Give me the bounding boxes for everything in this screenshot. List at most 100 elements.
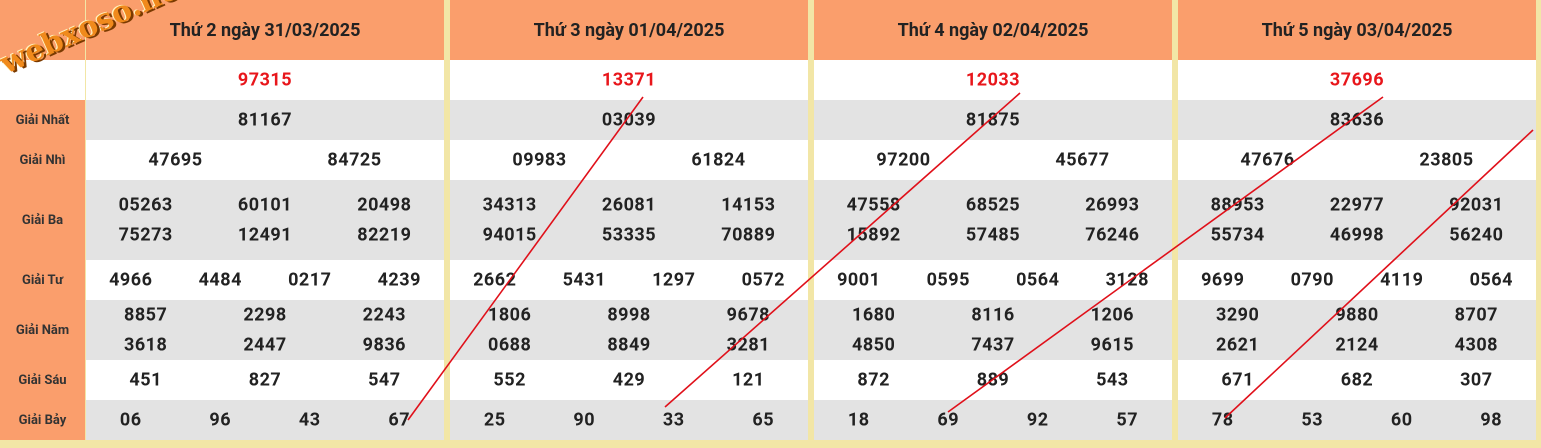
prize-label: Giải Sáu [0,360,85,400]
prize-number: 92031 [1449,194,1504,216]
prize-number: 2662 [473,269,517,291]
prize-label: Giải Bảy [0,400,85,440]
prize-number: 47676 [1240,149,1295,171]
prize-number: 552 [493,369,526,391]
prize-number: 3128 [1105,269,1149,291]
prize-label: Giải Nhì [0,140,85,180]
prize-cell [814,140,1172,180]
prize-number: 03039 [601,109,657,131]
prize-number: 90 [573,409,596,431]
prize-number: 81875 [965,109,1021,131]
prize-number: 429 [612,369,646,391]
prize-label: Giải Ba [0,180,85,260]
prize-number: 2124 [1335,334,1379,356]
special-number: 37696 [1329,69,1385,91]
prize-number: 1680 [852,304,896,326]
corner-cell [0,0,85,60]
prize-label: Giải Nhất [0,100,85,140]
prize-number: 8849 [607,334,651,356]
prize-number: 0688 [488,334,532,356]
special-number: 13371 [601,69,657,91]
prize-number: 46998 [1329,224,1385,246]
prize-number: 8998 [607,304,651,326]
prize-number: 4239 [377,269,421,291]
prize-label: Giải Tư [0,260,85,300]
prize-number: 14153 [721,194,776,216]
prize-cell [1178,180,1536,260]
prize-number: 9699 [1201,269,1245,291]
prize-number: 68525 [965,194,1021,216]
prize-number: 82219 [357,224,412,246]
prize-number: 57485 [965,224,1021,246]
prize-number: 1206 [1090,304,1134,326]
prize-number: 9836 [362,334,406,356]
prize-number: 451 [129,369,162,391]
prize-number: 05263 [118,194,173,216]
prize-number: 94015 [482,224,537,246]
label-cell [0,60,85,100]
prize-number: 81167 [237,109,293,131]
prize-number: 70889 [721,224,776,246]
prize-number: 4850 [852,334,896,356]
day-header: Thứ 3 ngày 01/04/2025 [450,0,808,60]
prize-number: 0595 [926,269,970,291]
prize-number: 96 [209,409,232,431]
prize-cell [814,180,1172,260]
prize-number: 9615 [1090,334,1134,356]
prize-number: 23805 [1419,149,1474,171]
prize-number: 47558 [846,194,901,216]
prize-number: 18 [847,409,870,431]
prize-number: 61824 [691,149,746,171]
prize-cell [1178,140,1536,180]
prize-number: 8857 [124,304,168,326]
prize-number: 9880 [1335,304,1379,326]
prize-number: 0572 [741,269,785,291]
prize-cell [86,180,444,260]
prize-number: 92 [1026,409,1049,431]
prize-number: 34313 [482,194,537,216]
prize-number: 83636 [1329,109,1385,131]
prize-number: 56240 [1449,224,1504,246]
prize-number: 25 [483,409,506,431]
prize-number: 75273 [118,224,173,246]
prize-number: 84725 [327,149,382,171]
prize-number: 43 [298,409,321,431]
prize-number: 4308 [1454,334,1498,356]
prize-number: 2447 [243,334,287,356]
day-header: Thứ 2 ngày 31/03/2025 [86,0,444,60]
prize-number: 872 [857,369,890,391]
prize-cell [1178,60,1536,100]
prize-number: 78 [1211,409,1234,431]
day-header: Thứ 4 ngày 02/04/2025 [814,0,1172,60]
prize-number: 76246 [1085,224,1140,246]
prize-number: 0564 [1469,269,1513,291]
prize-number: 682 [1340,369,1374,391]
prize-number: 889 [976,369,1010,391]
prize-number: 98 [1480,409,1503,431]
prize-number: 2243 [362,304,406,326]
prize-number: 0564 [1016,269,1060,291]
prize-number: 33 [662,409,685,431]
prize-label: Giải Năm [0,300,85,360]
prize-number: 1806 [488,304,532,326]
prize-number: 26993 [1085,194,1140,216]
prize-number: 547 [368,369,401,391]
prize-number: 3290 [1216,304,1260,326]
prize-number: 9001 [837,269,881,291]
prize-number: 307 [1460,369,1493,391]
prize-number: 1297 [652,269,696,291]
prize-number: 88953 [1210,194,1265,216]
prize-number: 45677 [1055,149,1110,171]
prize-cell [86,140,444,180]
prize-number: 3281 [726,334,770,356]
prize-number: 69 [937,409,960,431]
prize-cell [86,260,444,300]
prize-number: 0217 [288,269,332,291]
prize-number: 47695 [148,149,203,171]
special-number: 12033 [965,69,1021,91]
prize-number: 60101 [237,194,293,216]
prize-number: 4966 [109,269,153,291]
prize-cell [86,400,444,440]
prize-cell [86,300,444,360]
